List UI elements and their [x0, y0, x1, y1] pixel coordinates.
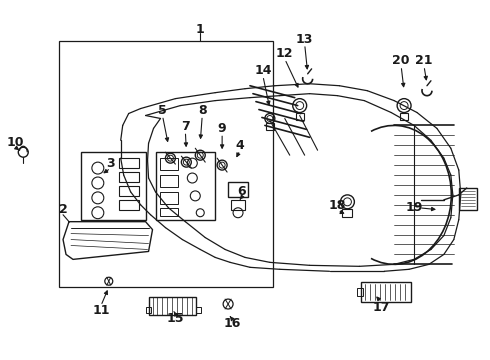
Text: 13: 13 — [296, 33, 313, 46]
Bar — [119, 186, 139, 196]
Text: 15: 15 — [167, 312, 184, 325]
Bar — [161, 192, 178, 204]
Bar — [196, 307, 201, 313]
Text: 2: 2 — [59, 203, 68, 216]
Bar — [161, 158, 178, 170]
Bar — [81, 152, 146, 220]
Bar — [59, 41, 273, 287]
Text: 20: 20 — [392, 54, 410, 67]
Text: 8: 8 — [198, 104, 207, 117]
Bar — [459, 188, 477, 210]
Text: 6: 6 — [238, 185, 246, 198]
Bar — [148, 297, 196, 315]
Text: 11: 11 — [92, 305, 110, 318]
Text: 17: 17 — [372, 301, 390, 314]
Text: 4: 4 — [236, 139, 245, 152]
Text: 14: 14 — [254, 64, 271, 77]
Bar — [357, 288, 363, 296]
Bar — [161, 208, 178, 216]
Text: 18: 18 — [329, 199, 346, 212]
Text: 12: 12 — [276, 48, 294, 60]
Text: 19: 19 — [405, 201, 423, 214]
Bar — [119, 200, 139, 210]
Bar — [119, 158, 139, 168]
Bar — [295, 113, 304, 121]
Bar — [155, 152, 215, 220]
Text: 9: 9 — [218, 122, 226, 135]
Bar — [266, 123, 274, 130]
Bar — [361, 282, 411, 302]
Bar — [343, 209, 352, 217]
Text: 1: 1 — [196, 23, 205, 36]
Bar — [228, 182, 248, 197]
Bar — [231, 200, 245, 210]
Bar — [146, 307, 150, 313]
Bar — [161, 175, 178, 187]
Text: 3: 3 — [106, 157, 115, 170]
Text: 5: 5 — [158, 104, 167, 117]
Text: 10: 10 — [6, 136, 24, 149]
Text: 16: 16 — [223, 318, 241, 330]
Bar — [119, 172, 139, 182]
Text: 21: 21 — [415, 54, 433, 67]
Bar — [400, 113, 408, 121]
Text: 7: 7 — [181, 120, 190, 133]
